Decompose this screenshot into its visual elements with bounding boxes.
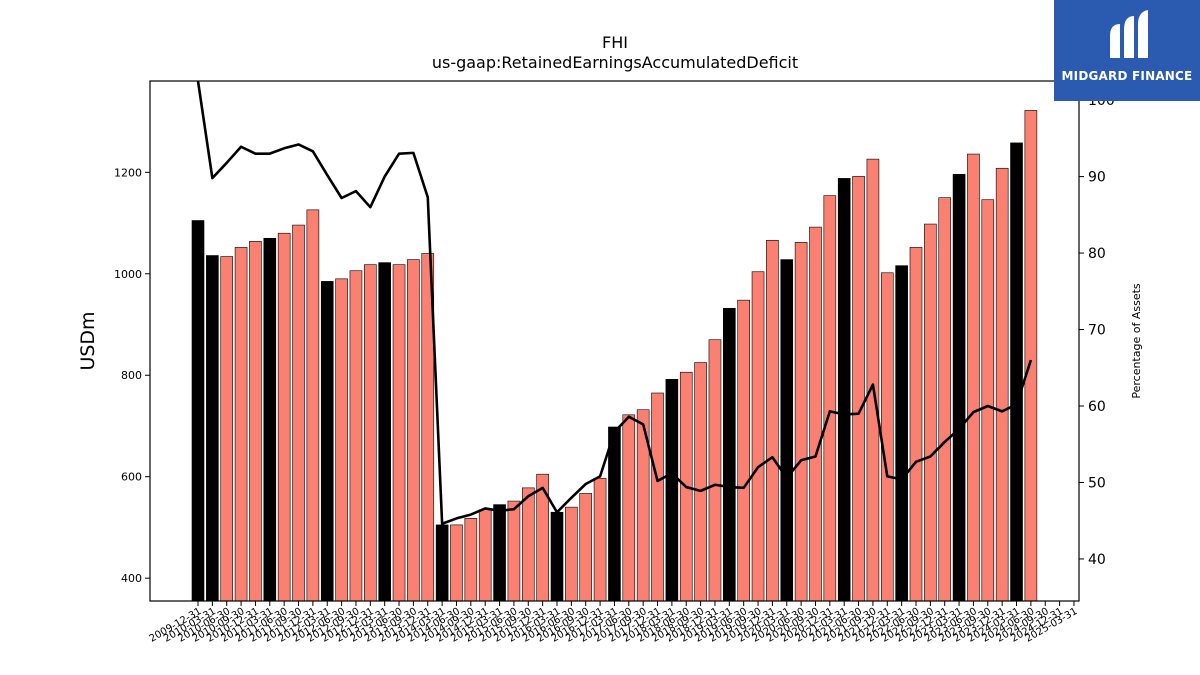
bar-2014-03-31 [435, 524, 449, 602]
bar-2017-03-31 [608, 426, 621, 602]
y2-tick-label: 50 [1088, 475, 1106, 491]
bar-2018-12-31 [708, 339, 722, 602]
y-tick-label: 600 [121, 471, 142, 484]
bar-2014-12-31 [478, 509, 492, 602]
x-axis-ticks: 2009-12-312010-03-312010-06-302010-09-30… [148, 601, 1079, 645]
logo-text: MIDGARD FINANCE [1061, 69, 1193, 83]
bar-2024-06-30 [1024, 110, 1038, 602]
midgard-finance-logo: MIDGARD FINANCE [1054, 0, 1200, 101]
bar-2016-12-31 [593, 477, 607, 602]
bar-2011-12-31 [306, 209, 320, 602]
bar-2020-06-30 [794, 242, 808, 602]
bar-2018-09-30 [694, 362, 707, 602]
bar-2018-03-31 [665, 378, 679, 602]
y-tick-label: 800 [121, 369, 142, 382]
bar-2022-12-31 [938, 197, 952, 602]
bar-2016-06-30 [565, 506, 578, 602]
bar-2014-06-30 [450, 524, 463, 602]
y2-tick-label: 60 [1088, 399, 1106, 415]
bar-2019-03-31 [723, 307, 736, 602]
y2-tick-label: 90 [1088, 170, 1106, 186]
bar-2017-12-31 [651, 392, 664, 602]
bar-2022-06-30 [909, 247, 923, 602]
y2-axis-label: Percentage of Assets [1130, 283, 1143, 399]
bar-2022-09-30 [924, 223, 937, 602]
bar-2012-12-31 [364, 264, 377, 602]
bar-2022-03-31 [895, 265, 908, 602]
bar-2023-09-30 [981, 199, 995, 602]
bar-2011-09-30 [292, 224, 305, 602]
plot-frame [149, 80, 1080, 602]
bar-series [191, 110, 1038, 602]
bar-2020-09-30 [809, 226, 822, 602]
bar-2014-09-30 [464, 518, 478, 602]
y2-tick-label: 80 [1088, 246, 1106, 262]
y-axis-ticks: 400 600 800 1000 1200 [114, 166, 150, 585]
chart-subtitle: us-gaap:RetainedEarningsAccumulatedDefic… [432, 53, 798, 72]
bar-2024-03-31 [1010, 142, 1023, 602]
bar-2013-09-30 [407, 259, 420, 602]
bar-2021-06-30 [852, 176, 865, 602]
bar-2023-06-30 [967, 153, 980, 602]
y-tick-label: 1200 [114, 166, 142, 179]
bar-2012-09-30 [349, 270, 363, 602]
logo-mark-icon [1110, 10, 1148, 58]
y2-tick-label: 70 [1088, 323, 1106, 339]
bar-2010-06-30 [220, 256, 234, 602]
bar-2012-06-30 [335, 278, 348, 602]
bar-2015-09-30 [521, 487, 535, 602]
bar-2016-03-31 [550, 511, 564, 602]
bar-2017-06-30 [622, 414, 636, 602]
bar-2020-03-31 [780, 259, 794, 602]
bar-2010-03-31 [206, 255, 219, 602]
bar-2020-12-31 [823, 195, 837, 602]
y2-tick-label: 40 [1088, 552, 1106, 568]
bar-2015-03-31 [493, 504, 506, 602]
y-axis-label: USDm [77, 311, 99, 370]
bar-2013-06-30 [392, 264, 406, 602]
bar-2019-12-31 [766, 240, 779, 602]
bar-2015-06-30 [507, 500, 521, 602]
bar-2012-03-31 [320, 281, 334, 602]
bar-2021-12-31 [880, 272, 894, 602]
bar-2010-09-30 [234, 247, 248, 602]
bar-2021-09-30 [866, 158, 880, 602]
y-tick-label: 400 [121, 572, 142, 585]
bar-2011-03-31 [263, 237, 277, 602]
bar-2019-06-30 [737, 299, 750, 602]
y-tick-label: 1000 [114, 268, 142, 281]
bar-2010-12-31 [249, 241, 262, 602]
bar-2023-12-31 [995, 167, 1009, 602]
bar-2023-03-31 [952, 174, 966, 602]
bar-2016-09-30 [579, 493, 593, 602]
bar-2009-12-31 [191, 220, 205, 602]
bar-2011-06-30 [277, 232, 291, 602]
bar-2019-09-30 [751, 271, 765, 602]
bar-2021-03-31 [837, 178, 851, 602]
chart-title: FHI [602, 33, 628, 52]
bar-2013-03-31 [378, 262, 391, 602]
pct-assets-polyline [196, 80, 1033, 526]
pct-assets-line [196, 80, 1033, 526]
